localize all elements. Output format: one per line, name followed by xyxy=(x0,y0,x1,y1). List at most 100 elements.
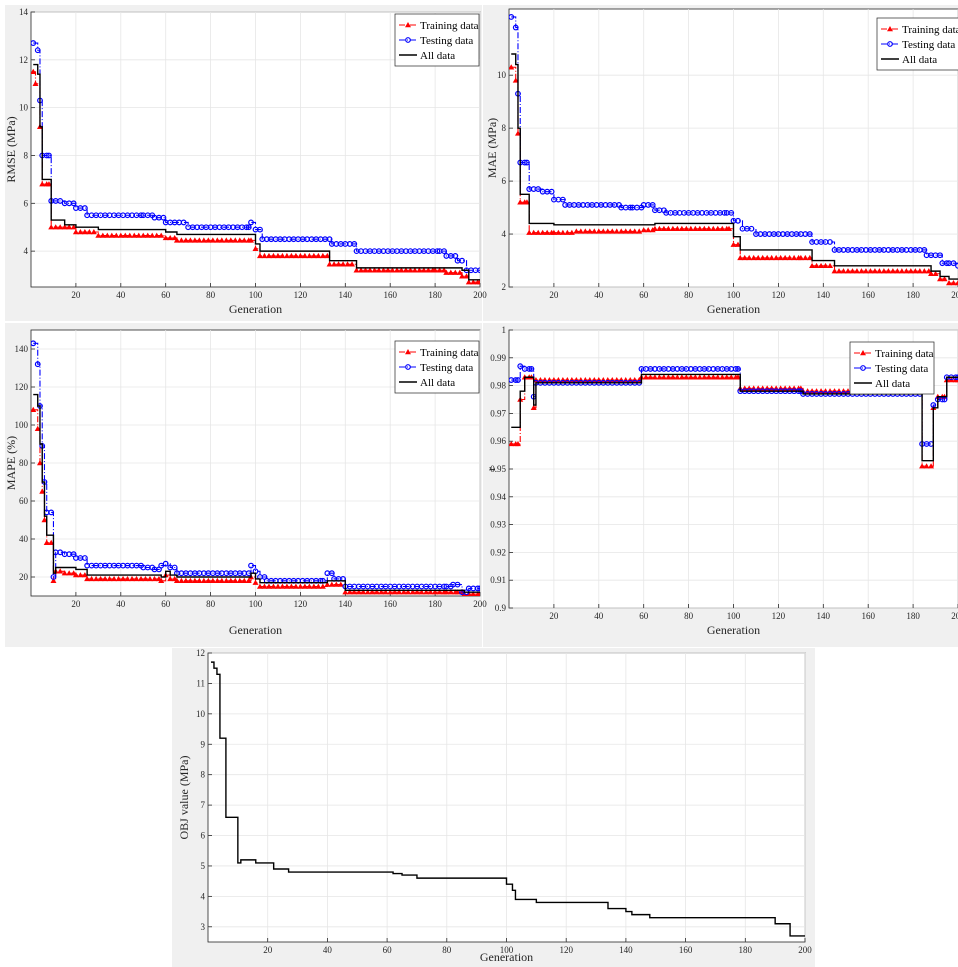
x-tick-label: 180 xyxy=(428,599,442,609)
x-tick-label: 200 xyxy=(473,290,487,300)
y-tick-label: 5 xyxy=(201,861,206,871)
x-tick-label: 40 xyxy=(594,611,604,621)
legend-label-testing-data: Testing data xyxy=(875,363,928,375)
x-tick-label: 160 xyxy=(679,945,693,955)
x-tick-label: 160 xyxy=(861,290,875,300)
legend-label-testing-data: Testing data xyxy=(420,362,473,374)
y-tick-label: 2 xyxy=(502,282,507,292)
chart-mae: 20406080100120140160180200246810Generati… xyxy=(485,9,958,316)
x-axis-label: Generation xyxy=(229,302,282,316)
y-tick-label: 0.97 xyxy=(490,408,506,418)
y-tick-label: 3 xyxy=(201,922,206,932)
legend-label-testing-data: Testing data xyxy=(902,39,955,51)
x-axis-label: Generation xyxy=(707,302,760,316)
x-tick-label: 120 xyxy=(772,290,786,300)
legend-label-training-data: Training data xyxy=(420,347,479,359)
x-tick-label: 200 xyxy=(951,611,958,621)
x-tick-label: 80 xyxy=(684,290,694,300)
legend-label-training-data: Training data xyxy=(875,348,934,360)
y-tick-label: 4 xyxy=(502,229,507,239)
x-tick-label: 120 xyxy=(294,599,308,609)
y-tick-label: 1 xyxy=(502,325,507,335)
legend-label-all-data: All data xyxy=(902,54,937,66)
x-tick-label: 20 xyxy=(71,599,81,609)
x-tick-label: 100 xyxy=(249,290,263,300)
y-tick-label: 10 xyxy=(196,709,206,719)
y-tick-label: 8 xyxy=(24,150,29,160)
x-tick-label: 60 xyxy=(639,611,649,621)
x-tick-label: 180 xyxy=(739,945,753,955)
x-tick-label: 200 xyxy=(951,290,958,300)
x-tick-label: 140 xyxy=(339,290,353,300)
y-tick-label: 6 xyxy=(24,198,29,208)
y-tick-label: 6 xyxy=(502,176,507,186)
x-axis-label: Generation xyxy=(707,623,760,637)
legend-label-testing-data: Testing data xyxy=(420,35,473,47)
x-tick-label: 120 xyxy=(559,945,573,955)
x-tick-label: 80 xyxy=(206,599,216,609)
y-tick-label: 8 xyxy=(201,770,206,780)
y-tick-label: 0.98 xyxy=(490,381,506,391)
x-tick-label: 120 xyxy=(772,611,786,621)
x-tick-label: 40 xyxy=(594,290,604,300)
chart-obj: 20 40 60 80 100 120 140 160 180 2003456789101112G… xyxy=(177,648,812,964)
y-tick-label: 4 xyxy=(201,891,206,901)
y-tick-label: 14 xyxy=(19,7,29,17)
y-axis-label: MAE (MPa) xyxy=(485,118,499,178)
y-tick-label: 0.93 xyxy=(490,520,506,530)
y-tick-label: 120 xyxy=(15,382,29,392)
y-tick-label: 10 xyxy=(19,103,29,113)
y-axis-label: RMSE (MPa) xyxy=(4,116,18,182)
y-tick-label: 6 xyxy=(201,831,206,841)
x-tick-label: 180 xyxy=(428,290,442,300)
x-tick-label: 20 xyxy=(71,290,81,300)
y-tick-label: 11 xyxy=(196,678,205,688)
x-tick-label: 140 xyxy=(619,945,633,955)
y-tick-label: 8 xyxy=(502,123,507,133)
x-axis-label: Generation xyxy=(480,950,533,964)
y-tick-label: 9 xyxy=(201,739,206,749)
x-tick-label: 80 xyxy=(684,611,694,621)
y-tick-label: 0.99 xyxy=(490,353,506,363)
x-tick-label: 140 xyxy=(339,599,353,609)
x-tick-label: 140 xyxy=(817,611,831,621)
legend-label-all-data: All data xyxy=(420,50,455,62)
x-tick-label: 80 xyxy=(442,945,452,955)
x-tick-label: 60 xyxy=(383,945,393,955)
x-tick-label: 60 xyxy=(639,290,649,300)
x-tick-label: 40 xyxy=(323,945,333,955)
y-axis-label: OBJ value (MPa) xyxy=(177,756,191,840)
y-tick-label: 0.94 xyxy=(490,492,506,502)
x-tick-label: 60 xyxy=(161,599,171,609)
legend: Training dataTesting dataAll data xyxy=(877,18,958,70)
x-tick-label: 40 xyxy=(116,599,126,609)
x-tick-label: 160 xyxy=(383,599,397,609)
y-tick-label: 10 xyxy=(497,70,507,80)
x-tick-label: 140 xyxy=(817,290,831,300)
x-tick-label: 200 xyxy=(473,599,487,609)
x-tick-label: 200 xyxy=(798,945,812,955)
x-tick-label: 160 xyxy=(383,290,397,300)
x-axis-label: Generation xyxy=(229,623,282,637)
legend-label-training-data: Training data xyxy=(420,20,479,32)
y-tick-label: 60 xyxy=(19,496,29,506)
chart-r: 204060801001201401601802000.90.910.920.9… xyxy=(484,325,958,637)
x-tick-label: 180 xyxy=(906,611,920,621)
x-tick-label: 180 xyxy=(906,290,920,300)
y-tick-label: 4 xyxy=(24,246,29,256)
x-tick-label: 40 xyxy=(116,290,126,300)
chart-mape: 20 40 60 80 100 120 140 160 180 20020406080100120… xyxy=(4,330,487,637)
x-tick-label: 100 xyxy=(249,599,263,609)
y-tick-label: 140 xyxy=(15,344,29,354)
legend: Training dataTesting dataAll data xyxy=(395,341,479,393)
x-tick-label: 80 xyxy=(206,290,216,300)
y-axis-label: r xyxy=(484,467,498,471)
x-tick-label: 160 xyxy=(861,611,875,621)
y-tick-label: 0.96 xyxy=(490,436,506,446)
y-tick-label: 100 xyxy=(15,420,29,430)
x-tick-label: 100 xyxy=(727,290,741,300)
x-tick-label: 20 xyxy=(549,611,559,621)
legend: Training data Testing data All data xyxy=(395,14,479,66)
y-tick-label: 7 xyxy=(201,800,206,810)
